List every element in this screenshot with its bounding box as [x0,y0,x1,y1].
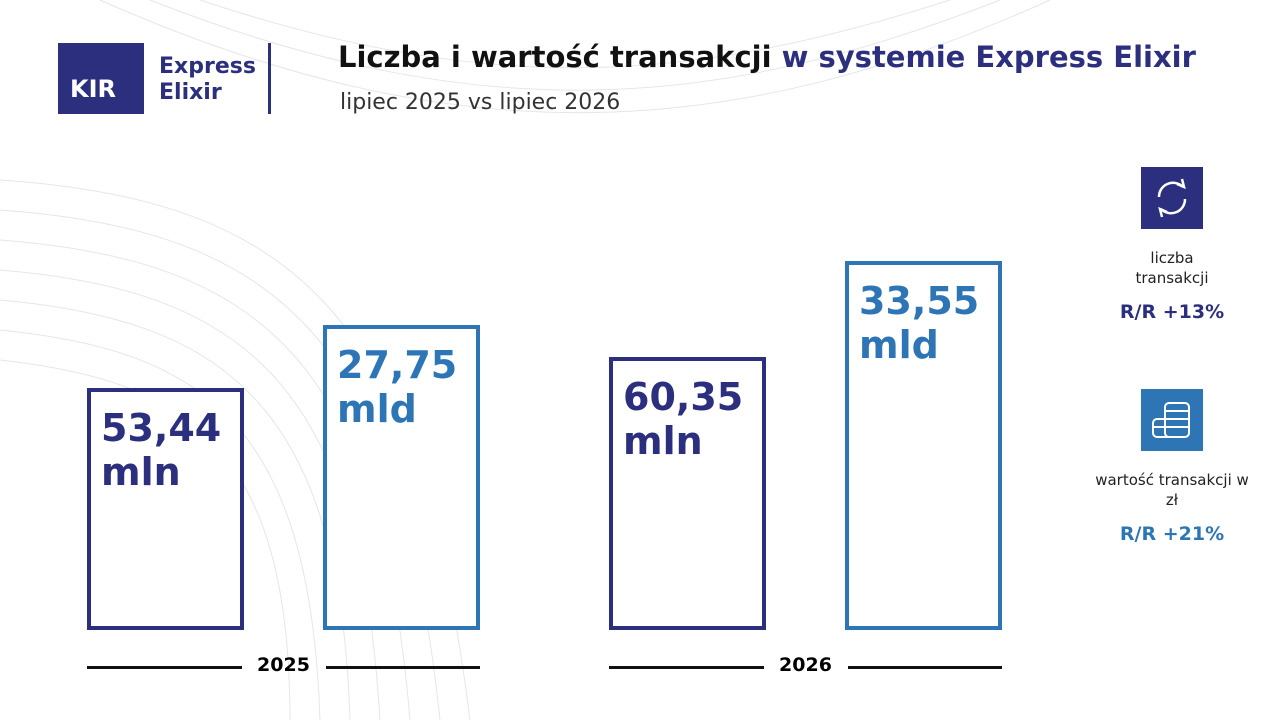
subtitle: lipiec 2025 vs lipiec 2026 [340,90,621,115]
change-label: R/R +13% [1119,301,1225,323]
title-part: w systemie Express Elixir [781,40,1196,74]
series-name: wartość transakcji w zł [1095,471,1249,509]
axis-line [847,666,1002,669]
bar [609,357,766,630]
divider [268,43,271,114]
logo-box: KIR [58,43,144,114]
value-label: 60,35 mln [623,375,744,463]
category-label: 2025 [257,654,310,676]
logo-line: Express [159,54,256,79]
axis-line [609,666,764,669]
logo-line: Elixir [159,80,222,105]
icon-transfer [1141,167,1203,229]
change-label: R/R +21% [1119,523,1225,545]
value-label: 27,75 mld [337,342,458,431]
bar [845,261,1002,630]
value-label: 53,44 mln [101,406,222,495]
category-label: 2026 [779,654,832,676]
value-label: 33,55 mld [859,279,980,367]
chart-title: Liczba i wartość transakcji w systemie E… [338,40,1196,74]
bar [87,388,244,630]
bar [323,324,480,630]
logo-text: Express Elixir [159,54,256,106]
axis-line [87,666,242,669]
title-part: Liczba i wartość transakcji [338,40,772,74]
icon-coins [1141,389,1203,451]
logo-mark: KIR [70,75,117,103]
axis-line [325,666,480,669]
series-name: liczba transakcji [1135,249,1209,287]
